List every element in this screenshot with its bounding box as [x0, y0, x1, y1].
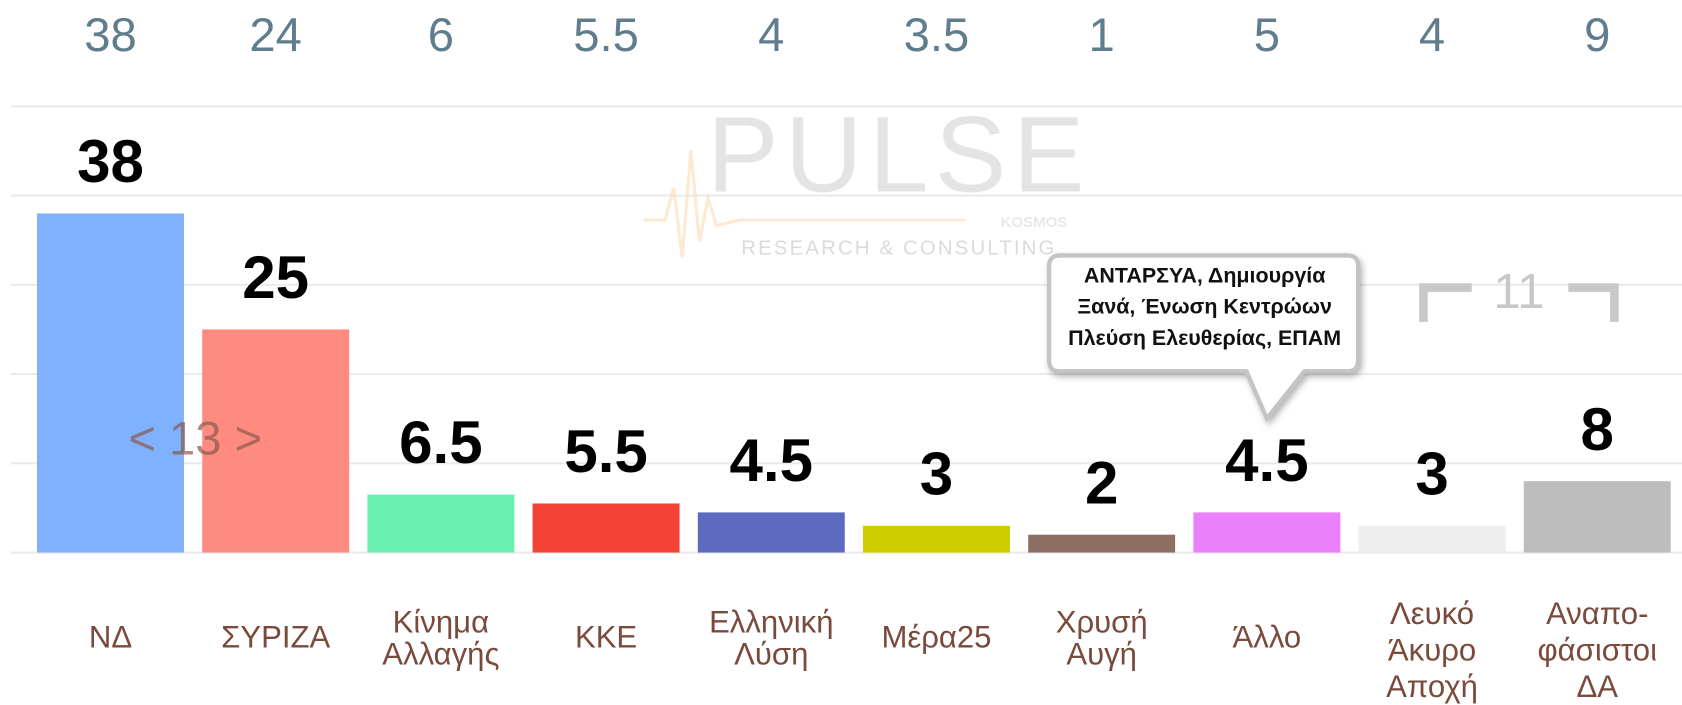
x-tick-line: ΚΚΕ — [575, 620, 637, 655]
previous-value: 4 — [758, 9, 784, 62]
tooltip-box — [1046, 253, 1361, 423]
x-tick-line: ΔΑ — [1576, 669, 1618, 704]
tooltip-line: Ξανά, Ένωση Κεντρώων — [1077, 295, 1332, 319]
value-label: 8 — [1581, 396, 1614, 463]
x-tick-label: Αναπο-φάσιστοι ΔΑ — [1538, 596, 1658, 704]
watermark-partner: KOSMOS — [1001, 214, 1068, 231]
bar — [1358, 525, 1506, 553]
bar — [367, 494, 515, 553]
value-label: 6.5 — [399, 409, 483, 476]
value-label: 3 — [1415, 440, 1448, 507]
tooltip-line: ΑΝΤΑΡΣΥΑ, Δημιουργία — [1084, 264, 1326, 288]
x-tick-line: Άκυρο — [1388, 633, 1476, 668]
previous-value: 38 — [84, 9, 137, 62]
x-tick-label: Άλλο — [1233, 620, 1302, 655]
previous-value: 5.5 — [573, 9, 639, 62]
previous-value: 5 — [1254, 9, 1280, 62]
x-tick-line: Αλλαγής — [382, 637, 499, 672]
x-tick-line: Άλλο — [1233, 620, 1302, 655]
previous-value: 9 — [1584, 9, 1610, 62]
value-label: 2 — [1085, 449, 1118, 516]
x-tick-label: ΣΥΡΙΖΑ — [221, 620, 330, 655]
x-tick-line: Ελληνική — [709, 605, 833, 640]
value-label: 3 — [920, 440, 953, 507]
right-bracket-shape — [1419, 283, 1619, 322]
x-tick-line: Κίνημα — [393, 605, 489, 640]
x-tick-line: Αυγή — [1066, 637, 1137, 672]
watermark-brand: PULSE — [707, 95, 1091, 215]
value-label: 5.5 — [564, 418, 648, 485]
previous-value: 24 — [249, 9, 301, 62]
x-tick-label: Χρυσή Αυγή — [1056, 605, 1148, 672]
previous-value: 3.5 — [904, 9, 970, 62]
x-tick-label: Μέρα25 — [881, 620, 991, 655]
bar — [1028, 534, 1176, 553]
x-tick-line: Αποχή — [1386, 669, 1478, 704]
watermark-line — [643, 150, 966, 258]
x-tick-line: Χρυσή — [1056, 605, 1148, 640]
x-tick-line: ΣΥΡΙΖΑ — [221, 620, 330, 655]
bar — [532, 503, 680, 553]
bar — [1193, 512, 1341, 553]
value-label: 38 — [77, 128, 144, 195]
bar — [37, 213, 184, 553]
bar — [1523, 481, 1671, 553]
x-tick-line: Λευκό — [1390, 596, 1474, 631]
x-tick-label: Λευκό Άκυρο Αποχή — [1386, 596, 1478, 704]
left-bracket: < 13 > — [128, 413, 262, 466]
bar — [697, 512, 845, 553]
bar — [202, 329, 350, 553]
previous-value: 1 — [1089, 9, 1115, 62]
value-label: 25 — [242, 244, 309, 311]
previous-value: 6 — [428, 9, 454, 62]
x-tick-line: φάσιστοι — [1538, 633, 1658, 668]
previous-value: 4 — [1419, 9, 1445, 62]
value-label: 4.5 — [730, 427, 813, 494]
watermark: PULSE KOSMOS RESEARCH & CONSULTING — [643, 95, 1091, 259]
right-bracket: 11 — [1493, 264, 1544, 319]
x-tick-line: ΝΔ — [89, 620, 132, 655]
bar — [862, 525, 1010, 553]
x-tick-label: ΝΔ — [89, 620, 132, 655]
x-tick-line: Αναπο- — [1546, 596, 1648, 631]
tooltip-line: Πλεύση Ελευθερίας, ΕΠΑΜ — [1068, 326, 1341, 350]
x-tick-label: ΚΚΕ — [575, 620, 637, 655]
value-label: 4.5 — [1225, 427, 1309, 494]
x-tick-line: Λύση — [734, 637, 808, 672]
x-tick-line: Μέρα25 — [881, 620, 991, 655]
watermark-tagline: RESEARCH & CONSULTING — [741, 237, 1056, 259]
x-tick-label: Κίνημα Αλλαγής — [382, 605, 499, 672]
x-tick-label: Ελληνική Λύση — [709, 605, 833, 672]
